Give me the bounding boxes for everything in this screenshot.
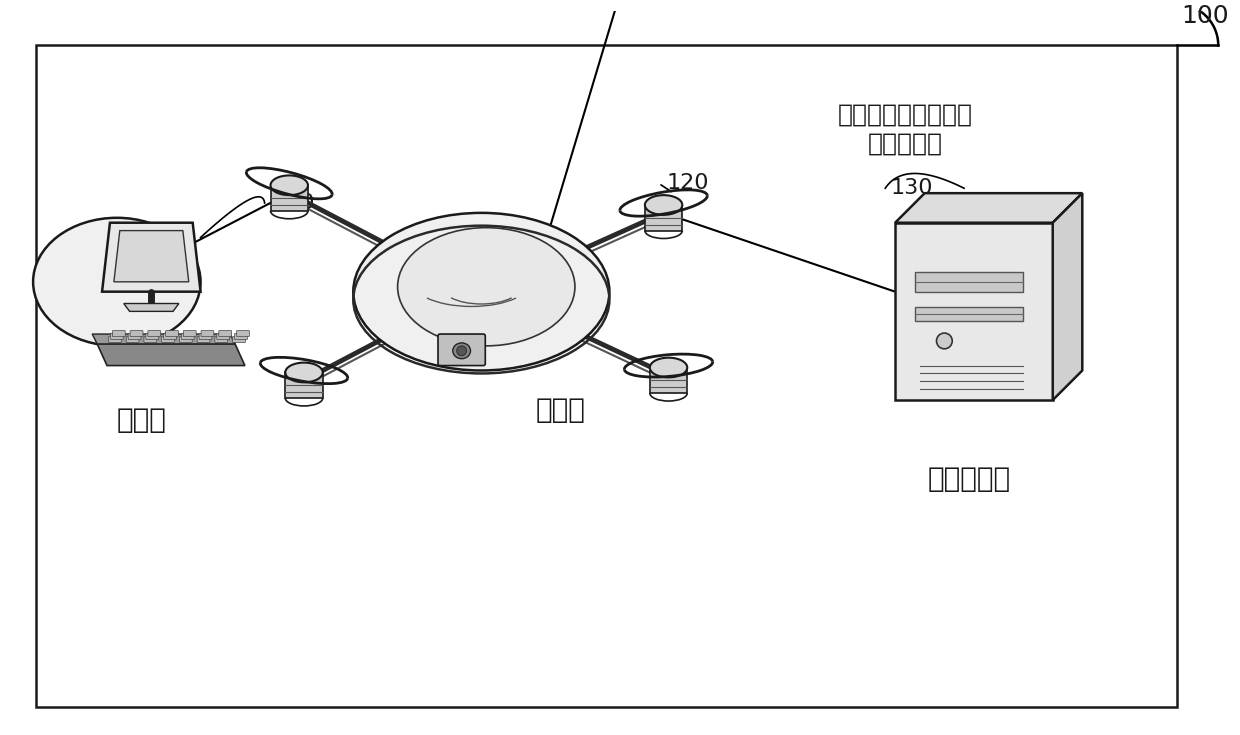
Ellipse shape — [645, 195, 682, 215]
Text: 基于无人机航拍的三: 基于无人机航拍的三 — [837, 102, 972, 126]
FancyBboxPatch shape — [915, 272, 1023, 292]
FancyBboxPatch shape — [110, 334, 123, 340]
FancyBboxPatch shape — [130, 331, 143, 337]
Ellipse shape — [453, 343, 470, 359]
Polygon shape — [124, 304, 179, 312]
Polygon shape — [895, 223, 1053, 400]
FancyBboxPatch shape — [164, 334, 176, 340]
FancyBboxPatch shape — [645, 205, 682, 231]
Ellipse shape — [456, 346, 466, 356]
Text: 云端服务器: 云端服务器 — [928, 465, 1011, 493]
FancyBboxPatch shape — [200, 334, 212, 340]
FancyBboxPatch shape — [197, 337, 210, 343]
FancyBboxPatch shape — [650, 368, 687, 393]
Text: 维重建系统: 维重建系统 — [868, 132, 942, 156]
FancyBboxPatch shape — [36, 46, 1177, 707]
FancyBboxPatch shape — [215, 337, 228, 343]
Polygon shape — [895, 193, 1083, 223]
FancyBboxPatch shape — [270, 185, 308, 211]
FancyBboxPatch shape — [234, 334, 247, 340]
FancyBboxPatch shape — [128, 334, 141, 340]
Polygon shape — [1053, 193, 1083, 400]
Text: 无人机: 无人机 — [536, 396, 585, 424]
FancyBboxPatch shape — [144, 337, 156, 343]
FancyBboxPatch shape — [181, 334, 195, 340]
FancyBboxPatch shape — [180, 337, 192, 343]
FancyBboxPatch shape — [166, 331, 179, 337]
FancyBboxPatch shape — [113, 331, 125, 337]
FancyBboxPatch shape — [108, 337, 122, 343]
FancyBboxPatch shape — [148, 331, 161, 337]
Polygon shape — [102, 223, 201, 292]
FancyBboxPatch shape — [146, 334, 159, 340]
FancyBboxPatch shape — [285, 373, 322, 398]
Ellipse shape — [398, 228, 575, 346]
Text: 110: 110 — [273, 193, 315, 213]
Ellipse shape — [270, 176, 308, 195]
FancyBboxPatch shape — [161, 337, 175, 343]
Ellipse shape — [650, 358, 687, 377]
FancyBboxPatch shape — [915, 307, 1023, 321]
FancyBboxPatch shape — [201, 331, 213, 337]
FancyBboxPatch shape — [217, 334, 229, 340]
Polygon shape — [97, 344, 246, 365]
Text: 100: 100 — [1182, 4, 1229, 28]
Ellipse shape — [353, 213, 609, 370]
Polygon shape — [92, 334, 236, 344]
Polygon shape — [114, 231, 188, 282]
Text: 130: 130 — [890, 179, 932, 198]
Ellipse shape — [33, 218, 201, 346]
FancyBboxPatch shape — [233, 337, 246, 343]
FancyBboxPatch shape — [237, 331, 249, 337]
Text: 120: 120 — [667, 173, 709, 193]
Ellipse shape — [285, 362, 322, 382]
Ellipse shape — [936, 333, 952, 349]
Text: 地面站: 地面站 — [117, 406, 166, 434]
FancyBboxPatch shape — [438, 334, 485, 365]
FancyBboxPatch shape — [184, 331, 196, 337]
FancyBboxPatch shape — [218, 331, 232, 337]
FancyBboxPatch shape — [126, 337, 139, 343]
